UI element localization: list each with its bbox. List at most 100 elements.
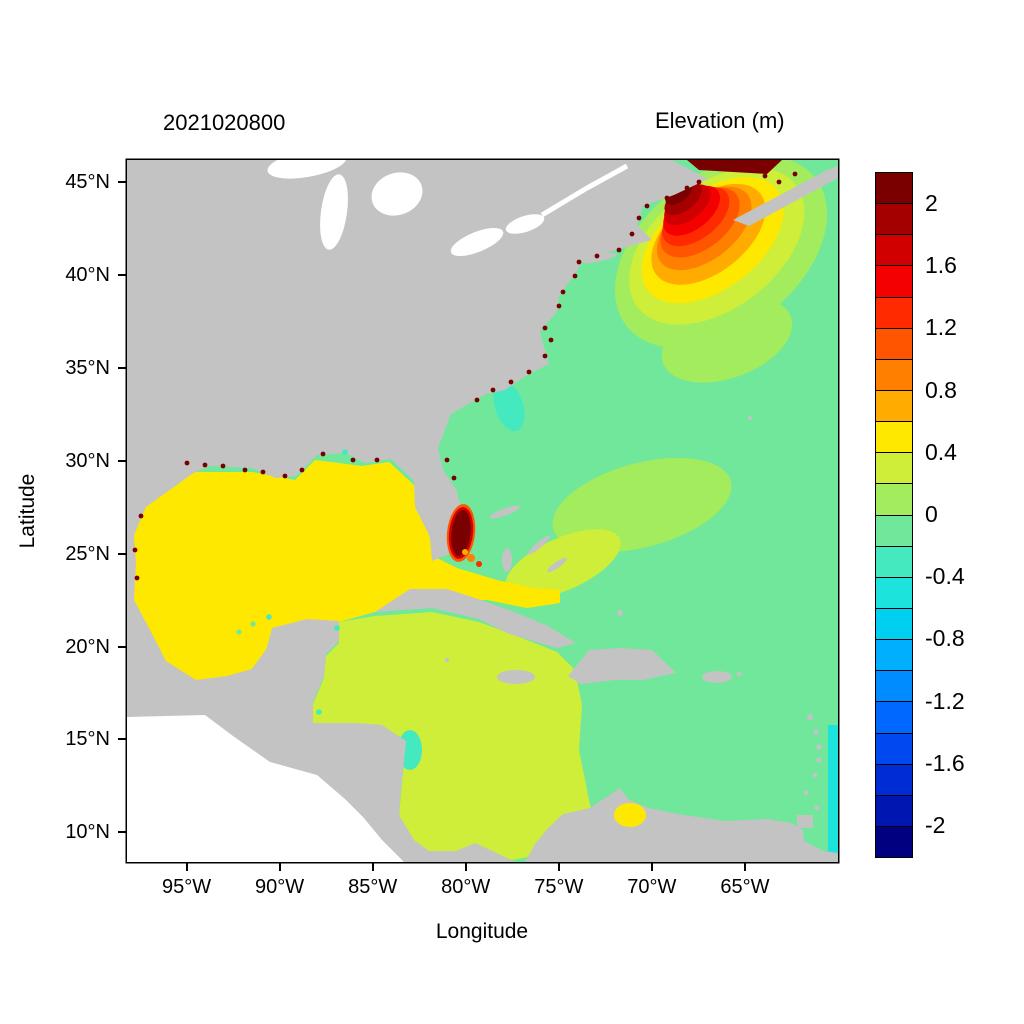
island-trinidad xyxy=(797,815,813,828)
y-tick-label: 15°N xyxy=(65,728,110,751)
colorbar-tick-label: 0.8 xyxy=(925,376,957,403)
y-tick xyxy=(118,831,127,834)
coastal-speck xyxy=(316,709,322,715)
island-puerto-rico xyxy=(702,671,732,683)
x-tick-label: 90°W xyxy=(255,876,305,898)
pacific-white-area xyxy=(127,715,404,862)
coastal-speck xyxy=(236,629,242,635)
y-tick-label: 40°N xyxy=(65,264,110,287)
colorbar-band xyxy=(876,515,912,547)
colorbar-tick-label: 2 xyxy=(925,190,938,217)
coastal-speck xyxy=(490,387,496,393)
colorbar xyxy=(875,172,913,858)
colorbar-tick-label: 1.6 xyxy=(925,252,957,279)
sargasso-patch xyxy=(552,457,732,553)
y-tick xyxy=(118,645,127,648)
island-long-island xyxy=(547,557,567,573)
colorbar-band xyxy=(876,297,912,329)
colorbar-tick-label: -0.4 xyxy=(925,563,965,590)
y-tick xyxy=(118,181,127,184)
colorbar-title: Elevation (m) xyxy=(655,108,785,133)
y-tick xyxy=(118,459,127,462)
coastal-speck xyxy=(329,453,335,459)
island-bermuda xyxy=(748,416,752,420)
minas-basin-wedge xyxy=(687,160,782,174)
coastal-speck xyxy=(260,469,266,475)
island-grand-bahama xyxy=(489,505,521,519)
y-tick xyxy=(118,367,127,369)
y-tick-label: 10°N xyxy=(65,821,110,844)
coastal-speck xyxy=(299,467,305,473)
y-tick xyxy=(118,274,127,277)
island-guadeloupe xyxy=(807,714,813,720)
land xyxy=(127,160,838,862)
colorbar-band xyxy=(876,390,912,423)
island-cuba xyxy=(375,589,576,648)
miami-orange-spot xyxy=(467,554,475,562)
coastal-speck xyxy=(776,179,782,185)
x-tick xyxy=(185,862,188,871)
gulf-of-mexico-region xyxy=(132,460,560,682)
coastal-speck xyxy=(560,289,566,295)
land-mainland xyxy=(127,160,838,862)
colorbar-band xyxy=(876,422,912,454)
coastal-speck xyxy=(451,475,457,481)
coastal-speck xyxy=(350,457,356,463)
colorbar-band xyxy=(876,453,912,485)
x-tick xyxy=(464,862,467,871)
colorbar-band xyxy=(876,484,912,516)
colorbar-band xyxy=(876,702,912,734)
coastal-speck xyxy=(636,215,642,221)
venezuela-spot xyxy=(614,803,646,827)
coastal-speck xyxy=(572,273,578,279)
colorbar-tick-label: -0.8 xyxy=(925,625,965,652)
island-jamaica xyxy=(497,670,535,684)
colorbar-band xyxy=(876,204,912,236)
coastal-speck xyxy=(474,397,480,403)
island-hispaniola xyxy=(568,648,676,684)
st-lawrence-river xyxy=(540,163,629,218)
colorbar-band xyxy=(876,764,912,796)
coastal-speck xyxy=(266,614,272,620)
coastal-speck xyxy=(556,303,562,309)
miami-amber-spot xyxy=(462,549,468,555)
miami-red-spot xyxy=(476,561,482,567)
colorbar-band xyxy=(876,671,912,703)
coastal-speck xyxy=(282,473,288,479)
coastal-speck xyxy=(202,462,208,468)
minas-basin-high xyxy=(687,160,782,174)
south-atlantic-bight-patch xyxy=(493,380,525,432)
coastal-speck xyxy=(374,457,380,463)
colorbar-band xyxy=(876,795,912,827)
x-axis-label: Longitude xyxy=(435,920,529,943)
x-tick-label: 95°W xyxy=(161,876,212,898)
y-tick-label: 20°N xyxy=(65,635,110,658)
map-plot-area xyxy=(127,160,838,862)
x-tick-label: 65°W xyxy=(720,876,770,898)
coastal-speck-layer xyxy=(132,171,798,715)
island-cayman xyxy=(444,657,450,663)
y-tick xyxy=(118,738,127,741)
coastal-speck xyxy=(444,457,450,463)
lake-superior xyxy=(267,160,347,179)
coastal-speck xyxy=(548,337,554,343)
colorbar-tick-label: 0 xyxy=(925,501,938,527)
lake-huron xyxy=(371,172,423,216)
great-lakes xyxy=(267,160,629,256)
island-virgin xyxy=(736,671,742,677)
gulf-of-mexico-fill xyxy=(132,460,560,682)
y-tick-label: 30°N xyxy=(65,449,110,472)
plot-timestamp-title: 2021020800 xyxy=(163,110,286,135)
colorbar-band xyxy=(876,733,912,765)
colorbar-band xyxy=(876,577,912,609)
colorbar-band xyxy=(876,546,912,578)
y-tick-label: 35°N xyxy=(65,357,110,379)
x-tick xyxy=(650,862,653,871)
coastal-speck xyxy=(792,171,798,177)
colorbar-tick-label: -1.6 xyxy=(925,749,965,776)
colorbar-tick-label: 1.2 xyxy=(925,314,957,341)
coastal-speck xyxy=(616,247,622,253)
coastal-speck xyxy=(134,575,140,581)
coastal-speck xyxy=(576,259,582,265)
colorbar-tick-label: 0.4 xyxy=(925,438,957,465)
